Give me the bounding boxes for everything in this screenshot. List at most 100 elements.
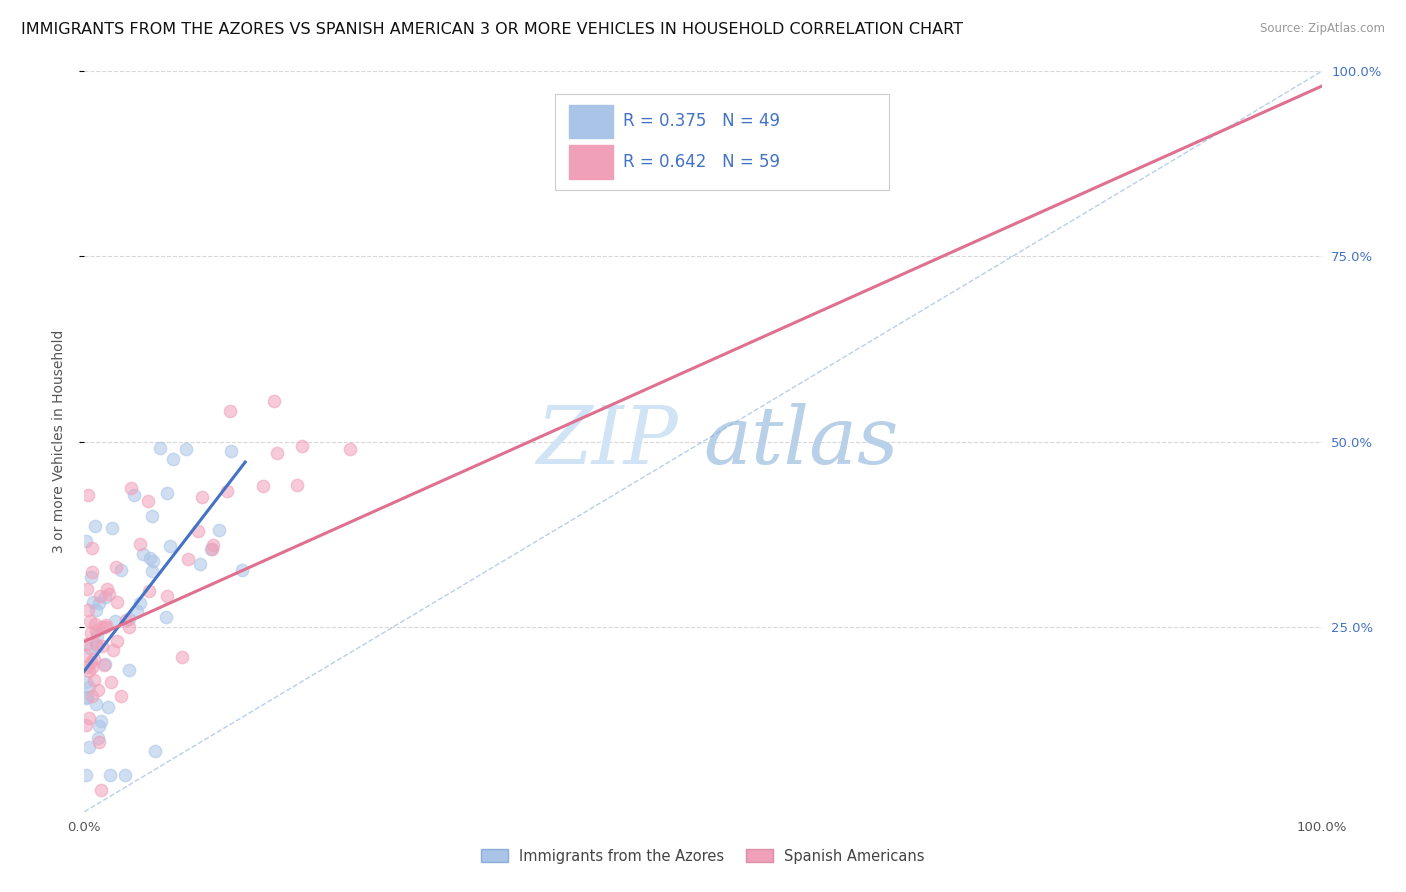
Point (75, 674, 97, 689)
Point (96, 582, 118, 596)
Point (97, 587, 120, 601)
Point (75, 534, 97, 549)
Point (155, 589, 177, 603)
Point (90, 714, 112, 728)
Legend: Immigrants from the Azores, Spanish Americans: Immigrants from the Azores, Spanish Amer… (474, 841, 932, 871)
Point (86, 639, 108, 653)
Point (100, 675, 122, 690)
Point (82, 659, 104, 673)
Point (156, 486, 179, 500)
Point (94, 657, 117, 671)
Point (120, 481, 142, 495)
Point (84, 603, 107, 617)
Point (84, 624, 107, 638)
Point (75, 648, 97, 663)
Point (93, 620, 115, 634)
Point (187, 524, 209, 538)
Point (200, 541, 222, 556)
Point (80, 625, 103, 640)
Point (77, 603, 100, 617)
FancyBboxPatch shape (569, 104, 613, 138)
Point (86, 629, 108, 643)
Point (142, 554, 165, 568)
Point (118, 620, 141, 634)
Text: IMMIGRANTS FROM THE AZORES VS SPANISH AMERICAN 3 OR MORE VEHICLES IN HOUSEHOLD C: IMMIGRANTS FROM THE AZORES VS SPANISH AM… (21, 22, 963, 37)
Point (80, 565, 103, 579)
Text: Source: ZipAtlas.com: Source: ZipAtlas.com (1260, 22, 1385, 36)
Point (79, 614, 101, 628)
Point (83, 652, 105, 666)
Text: R = 0.642   N = 59: R = 0.642 N = 59 (623, 153, 779, 170)
Point (138, 550, 160, 565)
Point (82, 541, 104, 555)
Point (75, 767, 97, 781)
Point (218, 404, 240, 418)
Point (115, 613, 138, 627)
Point (79, 570, 101, 584)
Point (83, 673, 105, 688)
Point (84, 697, 107, 711)
Point (77, 680, 100, 694)
Point (90, 782, 112, 797)
Point (75, 637, 97, 651)
Point (191, 490, 214, 504)
Point (76, 487, 98, 501)
Point (110, 689, 132, 703)
Point (105, 633, 128, 648)
Point (136, 494, 159, 508)
Point (94, 617, 117, 632)
Point (215, 483, 238, 498)
Text: atlas: atlas (703, 403, 898, 480)
Point (76, 660, 98, 674)
Point (83, 617, 105, 632)
Point (87, 735, 110, 749)
Point (266, 446, 288, 460)
Point (208, 523, 231, 537)
Point (77, 739, 100, 754)
Point (90, 620, 112, 634)
Point (125, 604, 148, 618)
Point (87, 718, 110, 732)
Point (143, 744, 166, 758)
Point (76, 690, 98, 705)
Point (155, 610, 177, 624)
Point (101, 643, 124, 657)
Point (77, 664, 100, 678)
Point (141, 564, 163, 578)
Point (89, 589, 111, 603)
Y-axis label: 3 or more Vehicles in Household: 3 or more Vehicles in Household (52, 330, 66, 553)
FancyBboxPatch shape (569, 145, 613, 178)
Point (231, 563, 253, 577)
Point (90, 639, 112, 653)
Point (162, 451, 184, 466)
Point (93, 658, 115, 673)
Point (82, 595, 104, 609)
Point (201, 541, 224, 556)
Point (138, 583, 160, 598)
Point (110, 563, 132, 577)
Point (201, 538, 224, 552)
Point (263, 393, 285, 408)
Point (75, 718, 97, 732)
Point (129, 537, 152, 551)
Point (82, 689, 104, 703)
Point (107, 595, 129, 609)
Point (132, 547, 155, 561)
Point (80, 655, 103, 669)
Point (285, 478, 308, 492)
Point (219, 443, 242, 458)
Point (105, 560, 128, 574)
Point (114, 767, 136, 781)
Point (86, 637, 108, 651)
Point (87, 731, 110, 745)
Point (148, 442, 170, 456)
Point (141, 509, 163, 524)
Point (172, 649, 194, 664)
Point (87, 683, 110, 698)
Point (122, 488, 145, 502)
Point (177, 552, 200, 566)
Point (101, 521, 124, 535)
Point (291, 439, 314, 453)
Point (188, 557, 211, 571)
Point (97, 700, 120, 714)
